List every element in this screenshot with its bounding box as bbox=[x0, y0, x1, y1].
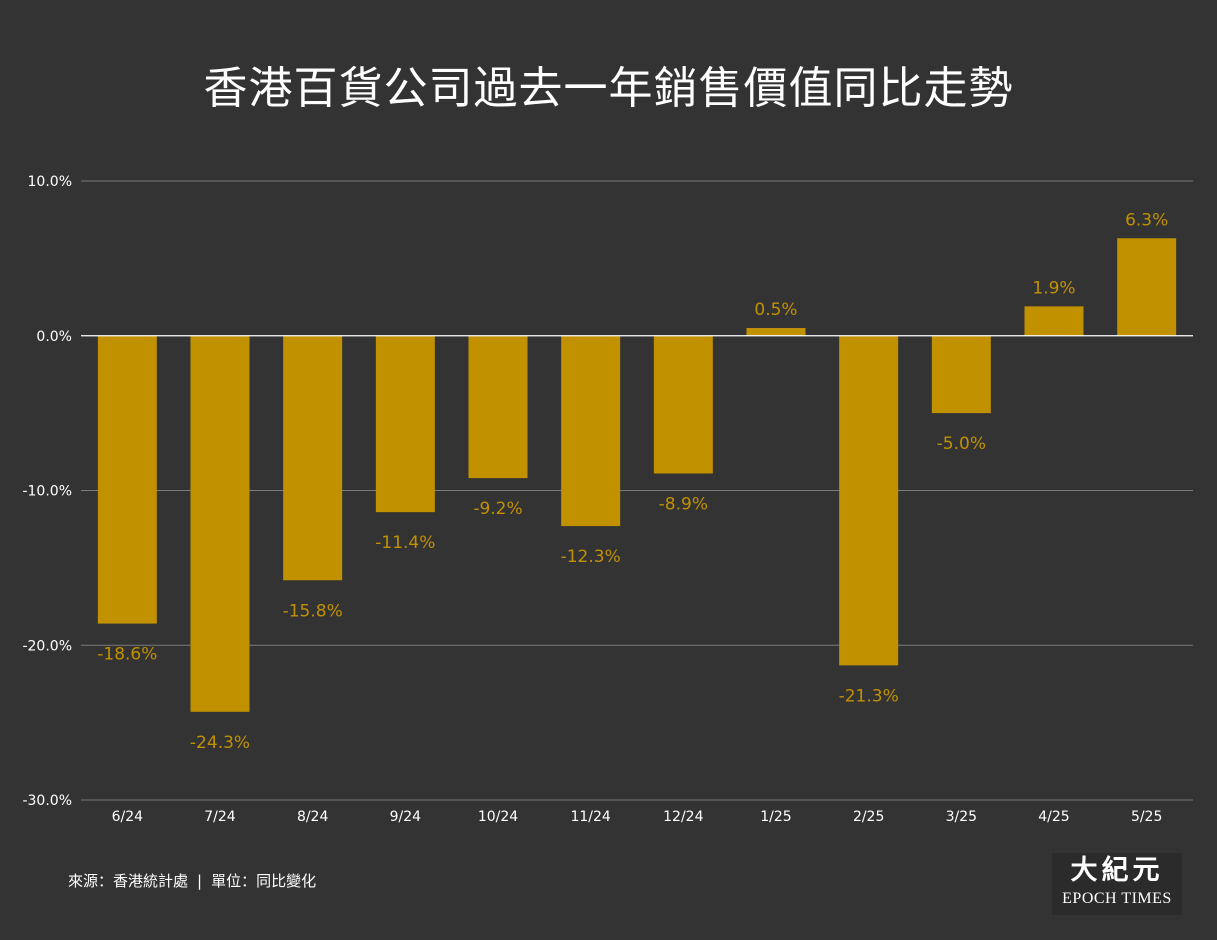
x-tick-label: 11/24 bbox=[570, 809, 610, 825]
x-tick-label: 2/25 bbox=[853, 809, 884, 825]
y-tick-label: -30.0% bbox=[22, 793, 72, 809]
source-footer: 來源：香港統計處 | 單位：同比變化 bbox=[68, 870, 316, 891]
value-label: -12.3% bbox=[561, 547, 621, 567]
bar bbox=[97, 335, 157, 624]
bar bbox=[746, 328, 806, 336]
x-tick-label: 1/25 bbox=[760, 809, 791, 825]
x-tick-label: 5/25 bbox=[1131, 809, 1162, 825]
chart-title: 香港百貨公司過去一年銷售價值同比走勢 bbox=[203, 63, 1014, 114]
x-tick-label: 7/24 bbox=[204, 809, 236, 825]
value-label: -8.9% bbox=[659, 494, 708, 514]
y-tick-label: 10.0% bbox=[28, 174, 72, 190]
value-label: 1.9% bbox=[1032, 278, 1075, 298]
bar bbox=[653, 335, 713, 474]
bar bbox=[1024, 306, 1084, 336]
bar bbox=[375, 335, 435, 513]
bar bbox=[839, 335, 899, 666]
y-axis-ticks: 10.0% 0.0% -10.0% -20.0% -30.0% bbox=[22, 174, 72, 809]
bar-chart: 10.0% 0.0% -10.0% -20.0% -30.0% -18.6% -24.3%… bbox=[22, 174, 1193, 825]
x-tick-label: 6/24 bbox=[112, 809, 144, 825]
epoch-times-logo: 大紀元 EPOCH TIMES bbox=[1052, 853, 1182, 915]
y-tick-label: -20.0% bbox=[22, 638, 72, 654]
x-tick-label: 3/25 bbox=[946, 809, 977, 825]
x-tick-label: 4/25 bbox=[1038, 809, 1069, 825]
logo-chinese: 大紀元 bbox=[1070, 855, 1164, 886]
value-label: 0.5% bbox=[754, 300, 797, 320]
x-tick-label: 8/24 bbox=[297, 809, 329, 825]
bar bbox=[468, 335, 528, 479]
bar bbox=[283, 335, 343, 581]
value-label: -11.4% bbox=[375, 533, 435, 553]
value-label: -21.3% bbox=[839, 686, 899, 706]
bar bbox=[190, 335, 250, 712]
value-label: -18.6% bbox=[97, 645, 157, 665]
value-labels: -18.6% -24.3% -15.8% -11.4% -9.2% -12.3% -8.9%… bbox=[97, 210, 1168, 753]
logo-english: EPOCH TIMES bbox=[1062, 890, 1172, 907]
x-tick-label: 10/24 bbox=[478, 809, 518, 825]
value-label: -9.2% bbox=[473, 499, 522, 519]
x-axis-ticks: 6/24 7/24 8/24 9/24 10/24 11/24 12/24 1/25 2/25 3… bbox=[112, 809, 1163, 825]
value-label: 6.3% bbox=[1125, 210, 1168, 230]
value-label: -5.0% bbox=[937, 434, 986, 454]
source-text: 來源：香港統計處 bbox=[68, 872, 189, 890]
bar bbox=[1117, 238, 1177, 336]
gridlines bbox=[81, 180, 1193, 801]
bar bbox=[561, 335, 621, 527]
y-tick-label: -10.0% bbox=[22, 484, 72, 500]
y-tick-label: 0.0% bbox=[36, 329, 72, 345]
unit-text: 單位：同比變化 bbox=[211, 872, 317, 890]
value-label: -24.3% bbox=[190, 733, 250, 753]
bar bbox=[931, 335, 991, 414]
x-tick-label: 12/24 bbox=[663, 809, 703, 825]
footer-separator: | bbox=[197, 872, 203, 890]
bars bbox=[97, 238, 1177, 712]
x-tick-label: 9/24 bbox=[390, 809, 422, 825]
value-label: -15.8% bbox=[283, 601, 343, 621]
